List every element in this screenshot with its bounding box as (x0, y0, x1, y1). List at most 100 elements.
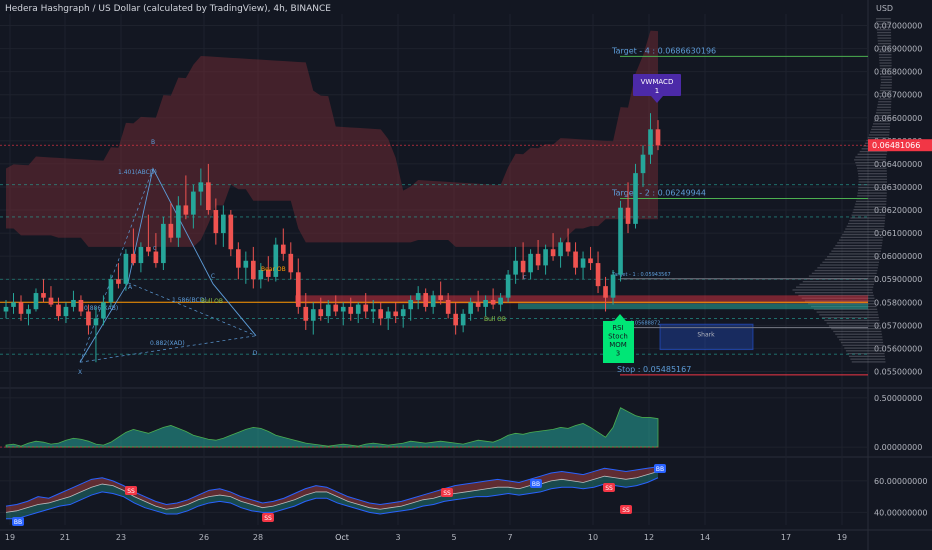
candle-body (101, 302, 106, 319)
pattern-ratio-label: 1.401(ABCD) (118, 169, 157, 176)
volume-profile-bar (857, 170, 887, 172)
candle-body (505, 274, 511, 298)
chart-title: Hedera Hashgraph / US Dollar (calculated… (5, 4, 331, 14)
candle-body (41, 293, 46, 298)
candle-body (183, 205, 189, 215)
candle-body (235, 249, 241, 268)
candle-body (33, 293, 39, 310)
volume-profile-bar (878, 45, 892, 48)
volume-profile-bar (796, 286, 874, 288)
volume-profile-bar (826, 322, 880, 324)
vwmacd-callout (633, 74, 681, 96)
price-level-label: Target - 2 : 0.06249944 (611, 189, 706, 198)
volume-profile-bar (855, 203, 887, 205)
shark-zone (659, 323, 754, 351)
volume-profile-bar (858, 186, 887, 189)
candle-body (265, 269, 271, 277)
candle-body (78, 299, 84, 312)
volume-profile-bar (847, 352, 885, 355)
rsi-callout-line: MOM (609, 341, 627, 349)
candle-body (520, 260, 526, 273)
pattern-ratio-label: 1.586(BCD) (172, 297, 207, 304)
small-c-label: C (523, 275, 527, 281)
volume-profile-bar (877, 31, 892, 34)
candle-body (3, 306, 9, 312)
candle-body (460, 313, 466, 326)
volume-profile-bar (877, 103, 892, 106)
signal-badge-label: SS (264, 515, 272, 522)
candle-body (168, 223, 174, 238)
candle-body (475, 302, 481, 307)
current-price-tag (868, 139, 932, 152)
candle-body (138, 246, 144, 264)
volume-profile-bar (837, 242, 883, 244)
volume-profile-bar (843, 231, 884, 233)
volume-profile-bar (853, 209, 886, 211)
volume-profile-bar (880, 70, 892, 72)
volume-profile-bar (876, 20, 891, 23)
volume-profile-bar (854, 159, 887, 161)
candle-body (415, 293, 421, 300)
ichimoku-cloud (6, 30, 658, 247)
volume-profile-bar (878, 51, 892, 53)
volume-profile-bar (859, 150, 888, 153)
volume-profile-bar (844, 347, 884, 349)
volume-profile-bar (880, 84, 892, 86)
volume-profile-bar (877, 42, 892, 45)
volume-profile-bar (827, 256, 881, 258)
candle-body (161, 223, 166, 264)
candle-body (603, 286, 608, 298)
volume-profile-bar (849, 220, 885, 222)
candle-body (423, 293, 429, 307)
candle-body (528, 253, 533, 273)
volume-profile-bar (829, 253, 881, 255)
candle-body (18, 302, 24, 314)
y-tick-label: 0.06700000 (874, 91, 922, 100)
volume-profile-bar (879, 56, 892, 59)
volume-profile-bar (811, 272, 877, 274)
volume-profile-bar (831, 250, 882, 252)
candle-body (355, 304, 361, 314)
candle-body (580, 258, 586, 268)
volume-profile-bar (877, 106, 892, 108)
volume-profile-bar (857, 153, 887, 155)
volume-profile-bar (802, 280, 875, 283)
candle-body (11, 302, 16, 307)
volume-profile-bar (880, 81, 892, 84)
volume-profile-bar (857, 192, 887, 194)
candle-body (131, 253, 136, 264)
y-tick-label: 0.05500000 (874, 367, 922, 376)
candle-body (153, 251, 159, 264)
candle-body (363, 304, 369, 312)
signal-badge (262, 513, 274, 522)
candle-body (310, 309, 316, 321)
candle-body (295, 272, 301, 307)
volume-profile-bar (813, 308, 878, 310)
pattern-point-label: C (211, 273, 215, 280)
candle-body (378, 309, 384, 319)
pattern-point-label: D (253, 350, 258, 357)
candle-body (116, 279, 121, 284)
volume-profile-bar (850, 358, 886, 360)
candle-body (146, 246, 151, 252)
price-level-label: Entry : 0.05688872 (612, 321, 660, 327)
volume-profile-bar (831, 328, 881, 330)
rsi-callout (603, 321, 634, 363)
volume-profile-bar (804, 300, 876, 302)
volume-profile-bar (808, 275, 877, 277)
band-upper-line (5, 466, 659, 507)
volume-profile-bar (876, 23, 891, 25)
rsi-callout-line: Stoch (608, 333, 628, 341)
rsi-callout-line: 3 (616, 350, 620, 358)
volume-profile-bar (856, 164, 887, 167)
volume-profile-bar (876, 26, 891, 28)
y-tick-label: 0.06000000 (874, 252, 922, 261)
y-tick-label: 0.06100000 (874, 229, 922, 238)
candle-body (191, 191, 196, 215)
volume-profile-bar (858, 189, 887, 191)
volume-profile-bar (879, 67, 892, 70)
signal-badge (603, 483, 615, 492)
volume-profile-bar (879, 90, 892, 92)
x-tick-label: 12 (644, 533, 654, 542)
